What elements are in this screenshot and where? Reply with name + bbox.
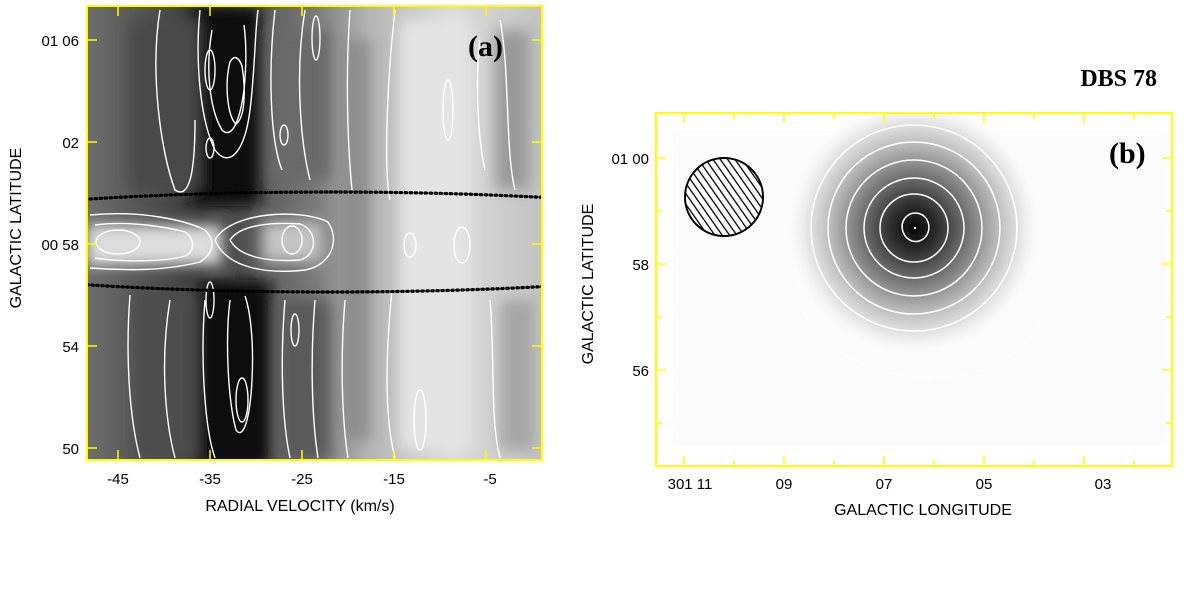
panel-a-y-tick: 54 [62, 339, 79, 356]
panel-b-x-tick: 03 [1095, 476, 1112, 493]
panel-b-x-tick: 09 [776, 476, 793, 493]
panel-b: DBS 78 [580, 66, 1173, 519]
panel-a-x-tick: -25 [291, 471, 313, 488]
panel-a-y-tick: 01 06 [41, 33, 79, 50]
panel-b-ylabel: GALACTIC LATITUDE [580, 204, 597, 365]
panel-b-frame [655, 112, 1173, 467]
panel-a-ylabel: GALACTIC LATITUDE [8, 148, 25, 309]
hatched-circle-beam-icon [684, 157, 764, 237]
panel-b-image [656, 113, 1172, 466]
panel-a-image [87, 6, 542, 460]
panel-a-y-tick: 50 [62, 441, 79, 458]
panel-b-y-tick: 56 [632, 363, 649, 380]
panel-b-ticks [656, 113, 1172, 466]
source-name: DBS 78 [1080, 66, 1157, 92]
panel-b-y-tick: 58 [632, 257, 649, 274]
panel-b-label: (b) [1109, 137, 1146, 170]
panel-b-y-tick: 01 00 [611, 151, 649, 168]
panel-a-x-tick: -15 [383, 471, 405, 488]
panel-b-x-tick: 301 11 [668, 476, 713, 493]
panel-a-x-tick: -35 [199, 471, 221, 488]
panel-a-xlabel: RADIAL VELOCITY (km/s) [205, 498, 394, 515]
panel-a-y-tick: 02 [62, 135, 79, 152]
panel-a: (a) -45 -35 -25 -15 -5 01 06 02 00 58 54… [8, 5, 543, 515]
panel-b-x-tick: 05 [976, 476, 993, 493]
panel-b-xlabel: GALACTIC LONGITUDE [834, 502, 1012, 519]
panel-a-ellipse [87, 190, 542, 294]
panel-a-y-tick: 00 58 [41, 237, 79, 254]
panel-a-label: (a) [468, 30, 503, 63]
panel-a-frame [86, 5, 543, 461]
panel-a-ticks [87, 6, 542, 460]
panel-a-x-tick: -5 [483, 471, 496, 488]
panel-b-contours [798, 124, 1041, 431]
panel-a-x-tick: -45 [107, 471, 129, 488]
panel-a-contours [89, 9, 516, 459]
panel-b-x-tick: 07 [876, 476, 893, 493]
